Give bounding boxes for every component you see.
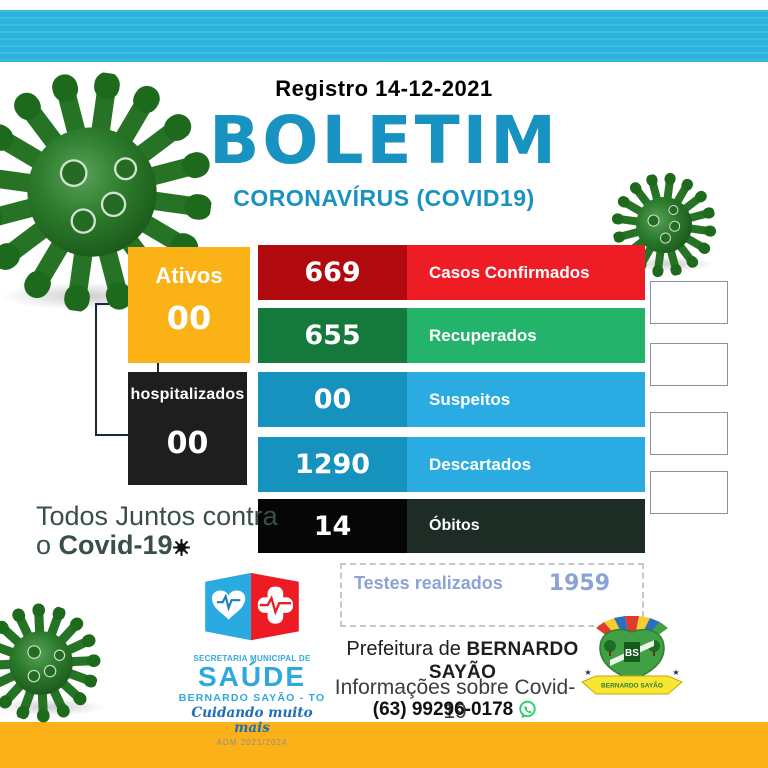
stat-value: 655 [258, 308, 407, 363]
hospitalizados-label: hospitalizados [130, 386, 245, 403]
coat-initials: BS [625, 648, 639, 659]
tests-label: Testes realizados [354, 573, 503, 593]
star-icon: ★ [584, 668, 591, 677]
campaign-line2: o Covid-19 [36, 531, 278, 560]
stat-bar-casos-confirmados: 669 Casos Confirmados [258, 245, 645, 300]
campaign-line2-prefix: o [36, 530, 59, 560]
stat-label: Casos Confirmados [407, 245, 645, 300]
saude-line1: SECRETARIA MUNICIPAL DE [193, 653, 311, 663]
bottom-orange-bar [0, 722, 768, 768]
connector-box-right [650, 343, 728, 386]
stat-value: 669 [258, 245, 407, 300]
page-title: BOLETIM [209, 102, 559, 179]
hospitalizados-value: 00 [166, 426, 209, 461]
prefeitura-name: BERNARDO SAYÃO [428, 639, 579, 683]
stat-label: Óbitos [407, 499, 645, 553]
stat-bar-obitos: 14 Óbitos [258, 499, 645, 553]
registro-date: Registro 14-12-2021 [275, 76, 493, 101]
contact-info-line: Informações sobre Covid-19 [334, 676, 576, 723]
page-subtitle: CORONAVÍRUS (COVID19) [233, 185, 535, 211]
coat-banner-text: BERNARDO SAYÃO [601, 681, 663, 690]
contact-phone-line: (63) 99296-0178 [330, 699, 580, 721]
prefeitura-prefix: Prefeitura de [346, 638, 467, 660]
ativos-box: Ativos 00 [128, 247, 250, 363]
stat-value: 00 [258, 372, 407, 427]
connector-box-right [650, 471, 728, 514]
stat-label: Descartados [407, 437, 645, 492]
campaign-slogan: Todos Juntos contra o Covid-19 [36, 502, 278, 560]
stat-bar-recuperados: 655 Recuperados [258, 308, 645, 363]
saude-adm: ADM 2021/2024 [216, 737, 288, 747]
saude-city: BERNARDO SAYÃO - TO [178, 692, 326, 705]
saude-name: SAÚDE [197, 661, 306, 693]
connector-box-right [650, 412, 728, 455]
saude-slogan: Cuidando muito mais [191, 704, 313, 736]
stat-label: Suspeitos [407, 372, 645, 427]
connector-box-right [650, 281, 728, 324]
ativos-value: 00 [166, 299, 212, 337]
prefeitura-line: Prefeitura de BERNARDO SAYÃO [335, 638, 590, 684]
virus-icon [172, 538, 190, 557]
star-icon: ★ [672, 668, 679, 677]
stat-value: 1290 [258, 437, 407, 492]
health-secretary-logo: SECRETARIA MUNICIPAL DE SAÚDE BERNARDO S… [178, 570, 326, 747]
tests-box: Testes realizados 1959 [340, 563, 644, 627]
stat-label: Recuperados [407, 308, 645, 363]
ativos-label: Ativos [155, 263, 223, 288]
stat-bar-suspeitos: 00 Suspeitos [258, 372, 645, 427]
campaign-line1: Todos Juntos contra [36, 501, 278, 531]
contact-phone: (63) 99296-0178 [372, 699, 514, 720]
campaign-line2-covid: Covid-19 [58, 530, 173, 560]
stat-bar-descartados: 1290 Descartados [258, 437, 645, 492]
top-cyan-bar [0, 10, 768, 62]
whatsapp-icon [519, 700, 536, 719]
virus-icon [0, 587, 117, 738]
stat-value: 14 [258, 499, 407, 553]
city-coat-of-arms: BS BERNARDO SAYÃO ★ ★ [581, 616, 683, 695]
tests-value: 1959 [548, 571, 610, 596]
health-logo-icon [205, 572, 299, 641]
hospitalizados-box: hospitalizados 00 [128, 372, 247, 485]
